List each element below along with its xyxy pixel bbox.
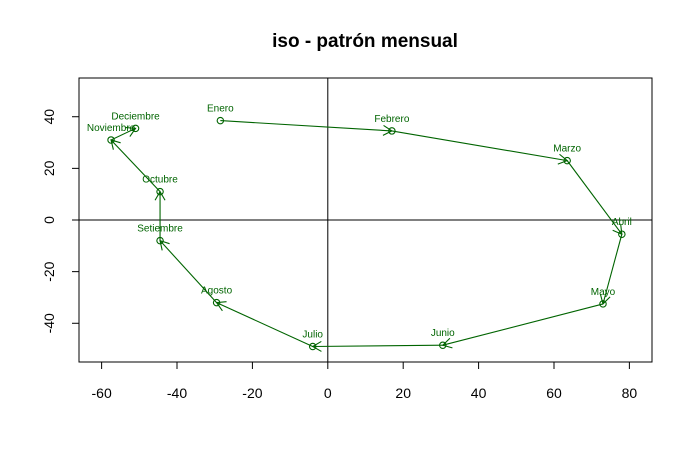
series-segment <box>110 127 136 141</box>
point-label: Setiembre <box>137 224 183 235</box>
data-point <box>156 187 164 196</box>
series-segment <box>566 160 623 235</box>
x-tick-label: 20 <box>395 385 411 401</box>
point-label: Junio <box>431 328 455 339</box>
point-label: Octubre <box>142 175 178 186</box>
data-point <box>599 300 607 308</box>
plot-area: -60 -40 -20 0 20 40 60 80 -40 -20 0 20 40 Enero Febrer… <box>41 77 653 401</box>
series-segment <box>312 344 443 348</box>
point-label: Agosto <box>201 286 233 297</box>
series-arrowhead <box>125 126 137 137</box>
x-tick-label: -60 <box>92 385 112 401</box>
data-point <box>308 342 317 351</box>
point-label: Enero <box>207 104 234 115</box>
x-tick-label: -40 <box>167 385 187 401</box>
point-label: Mayo <box>591 287 616 298</box>
series-arrowhead <box>441 337 453 349</box>
y-tick-label: 20 <box>41 160 57 176</box>
series-arrowhead <box>311 340 322 352</box>
series-arrowhead <box>382 124 393 136</box>
data-point <box>212 298 221 307</box>
x-tick-label: 40 <box>471 385 487 401</box>
data-point <box>156 236 164 245</box>
data-point <box>388 127 396 135</box>
series-segment <box>159 240 218 303</box>
point-label: Marzo <box>553 144 581 155</box>
y-tick-label: -20 <box>41 261 57 281</box>
point-label: Noviembre <box>87 123 136 134</box>
point-label: Deciembre <box>111 111 160 122</box>
point-label: Julio <box>302 330 323 341</box>
data-point <box>618 230 626 238</box>
series-segment <box>220 120 392 132</box>
point-label: Febrero <box>374 114 409 125</box>
x-tick-label: 60 <box>546 385 562 401</box>
series-segment <box>442 303 604 346</box>
series-segment <box>391 130 568 162</box>
series-segment <box>110 139 161 192</box>
series-arrowhead <box>159 239 170 251</box>
y-tick-label: -40 <box>41 313 57 333</box>
x-tick-label: 0 <box>324 385 332 401</box>
point-label: Abril <box>612 217 632 228</box>
x-tick-label: -20 <box>242 385 262 401</box>
series-segment <box>216 302 313 348</box>
x-tick-label: 80 <box>622 385 638 401</box>
data-point <box>131 124 140 133</box>
y-tick-label: 40 <box>41 109 57 125</box>
y-tick-label: 0 <box>41 216 57 224</box>
data-point <box>563 156 571 165</box>
data-point <box>216 116 225 125</box>
chart-title: iso - patrón mensual <box>272 31 458 52</box>
series-segment <box>602 234 623 305</box>
series-arrowhead <box>557 153 569 165</box>
data-point <box>107 136 115 144</box>
data-point <box>439 341 447 349</box>
